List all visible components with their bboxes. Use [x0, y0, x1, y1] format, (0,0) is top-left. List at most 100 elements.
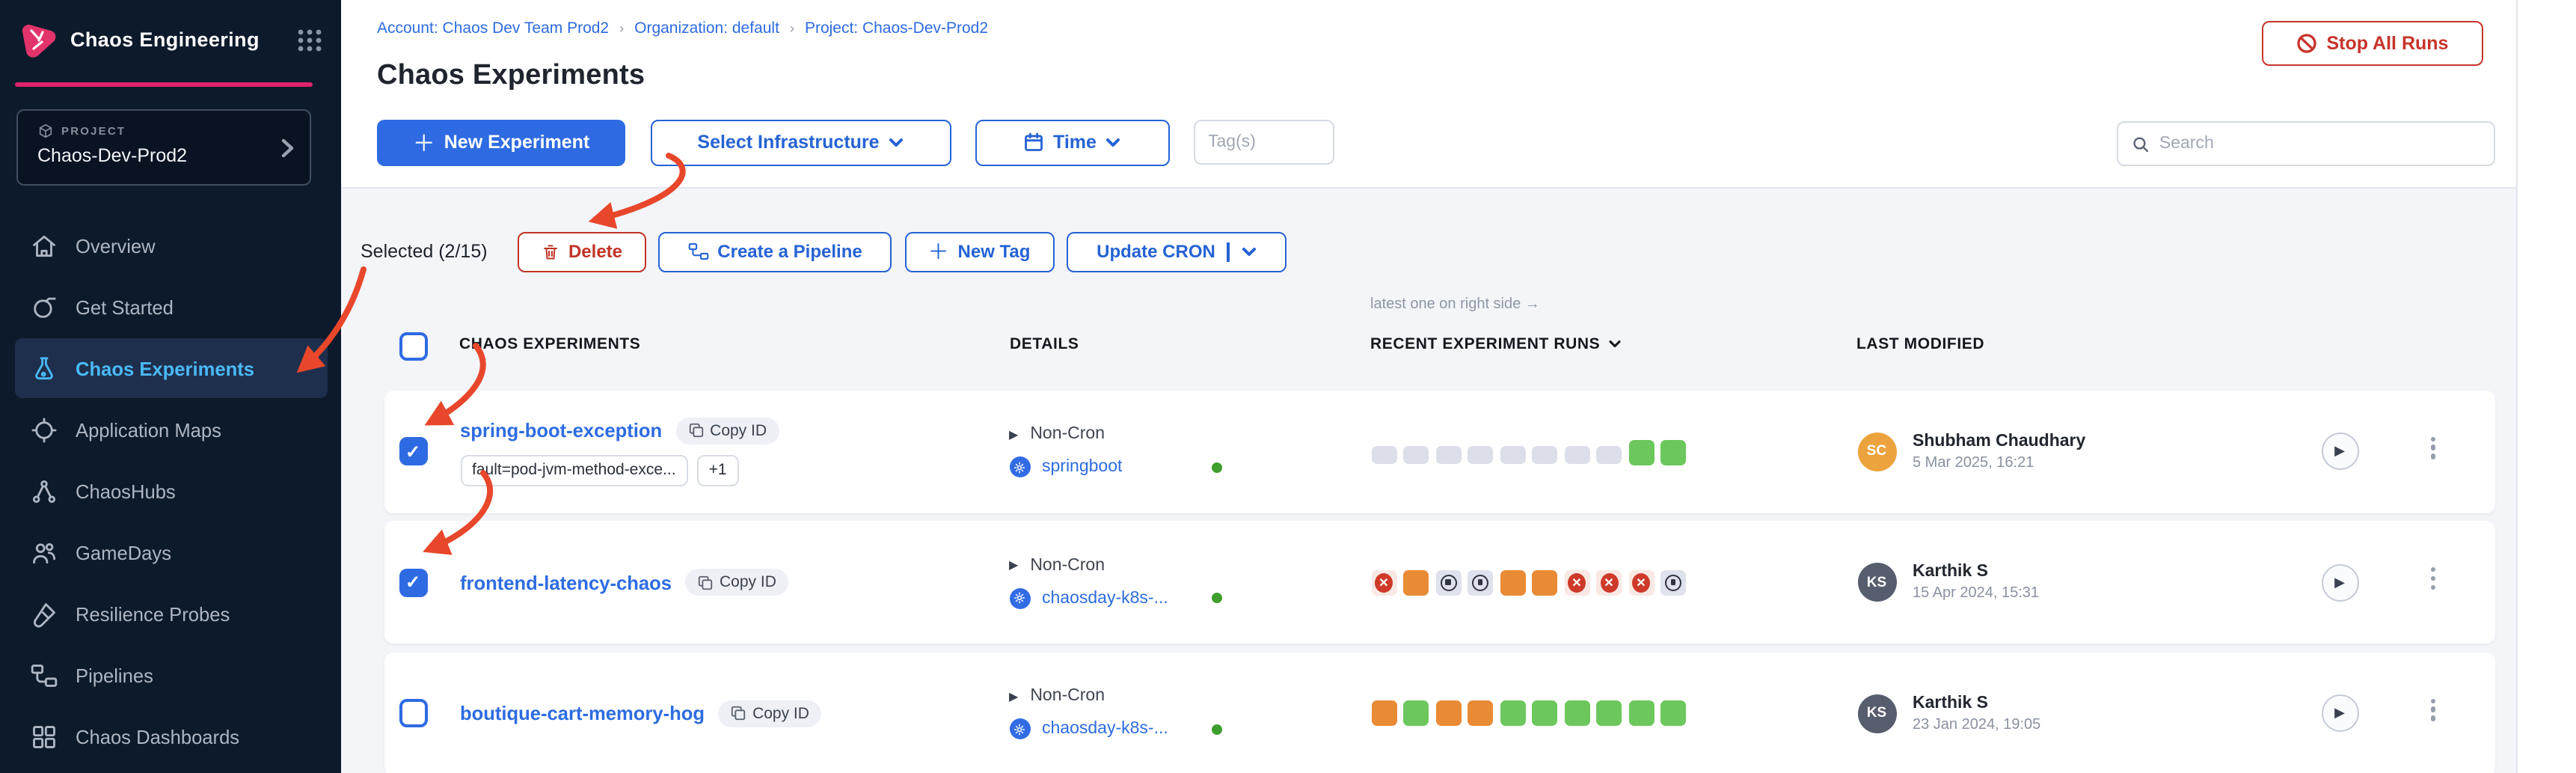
copy-icon	[688, 423, 703, 438]
run-tile-stopped[interactable]	[1660, 569, 1686, 595]
sidebar-item-icon	[29, 661, 58, 689]
sidebar-item-chaoshubs[interactable]: ChaosHubs	[14, 461, 327, 521]
run-tile-passed[interactable]	[1403, 700, 1429, 726]
run-tile-empty[interactable]	[1468, 446, 1493, 464]
row-menu-button[interactable]	[2426, 698, 2441, 721]
run-tile-empty[interactable]	[1435, 446, 1461, 464]
sidebar-item-icon	[29, 293, 58, 321]
sidebar-item-icon	[29, 599, 58, 628]
page-title: Chaos Experiments	[377, 60, 645, 91]
run-tile-empty[interactable]	[1564, 446, 1589, 464]
row-menu-button[interactable]	[2426, 436, 2441, 459]
run-tile-empty[interactable]	[1371, 446, 1396, 464]
sidebar-item-label: Application Maps	[76, 418, 221, 441]
project-selector[interactable]: PROJECT Chaos-Dev-Prod2	[16, 109, 311, 186]
run-tile-running[interactable]	[1435, 700, 1461, 726]
sidebar-item-label: GameDays	[76, 541, 172, 563]
sidebar-item-overview[interactable]: Overview	[14, 216, 327, 275]
run-tile-passed[interactable]	[1628, 700, 1654, 726]
sidebar-item-chaos-experiments[interactable]: Chaos Experiments	[14, 338, 327, 398]
run-tile-passed[interactable]	[1500, 700, 1525, 726]
sidebar-item-label: Resilience Probes	[76, 602, 230, 625]
recent-runs	[1371, 652, 1686, 773]
run-tile-running[interactable]	[1532, 569, 1557, 595]
run-tile-failed[interactable]: ✕	[1628, 569, 1654, 595]
sidebar-item-icon	[29, 538, 58, 566]
experiment-name-link[interactable]: frontend-latency-chaos	[460, 571, 672, 593]
sidebar-item-resilience-probes[interactable]: Resilience Probes	[14, 584, 327, 644]
run-tile-failed[interactable]: ✕	[1596, 569, 1622, 595]
update-cron-button[interactable]: Update CRON	[1067, 231, 1287, 272]
stop-all-runs-button[interactable]: Stop All Runs	[2262, 21, 2483, 66]
run-experiment-button[interactable]: ▶	[2321, 694, 2358, 732]
sidebar-item-gamedays[interactable]: GameDays	[14, 522, 327, 582]
run-tile-running[interactable]	[1500, 569, 1525, 595]
run-experiment-button[interactable]: ▶	[2321, 563, 2358, 601]
modified-date: 23 Jan 2024, 19:05	[1913, 716, 2041, 733]
column-header-runs[interactable]: RECENT EXPERIMENT RUNS	[1370, 335, 1621, 353]
sidebar-item-application-maps[interactable]: Application Maps	[14, 400, 327, 459]
sidebar-item-label: Get Started	[76, 296, 174, 318]
tag-chip[interactable]: +1	[696, 454, 739, 486]
run-tile-passed[interactable]	[1532, 700, 1557, 726]
sidebar-item-chaos-dashboards[interactable]: Chaos Dashboards	[14, 706, 327, 766]
run-tile-empty[interactable]	[1532, 446, 1557, 464]
run-tile-passed[interactable]	[1628, 439, 1654, 465]
delete-button[interactable]: Delete	[518, 231, 646, 272]
infrastructure-link[interactable]: chaosday-k8s-...	[1042, 589, 1168, 607]
sidebar-item-icon	[29, 231, 58, 260]
search-input[interactable]	[2159, 135, 2480, 153]
sidebar-item-get-started[interactable]: Get Started	[14, 277, 327, 337]
new-experiment-button[interactable]: ＋ New Experiment	[377, 119, 625, 165]
select-all-checkbox[interactable]: ✓	[399, 332, 427, 361]
run-tile-passed[interactable]	[1596, 700, 1622, 726]
avatar: SC	[1857, 432, 1896, 471]
infrastructure-link[interactable]: chaosday-k8s-...	[1042, 720, 1168, 738]
modified-by-name: Shubham Chaudhary	[1913, 432, 2086, 450]
run-tile-stopped[interactable]	[1435, 569, 1461, 595]
run-tile-passed[interactable]	[1660, 439, 1686, 465]
module-grid-icon[interactable]	[296, 28, 323, 52]
run-tile-running[interactable]	[1468, 700, 1493, 726]
sidebar-item-pipelines[interactable]: Pipelines	[14, 645, 327, 705]
run-tile-empty[interactable]	[1500, 446, 1525, 464]
experiment-name-link[interactable]: boutique-cart-memory-hog	[460, 702, 705, 724]
copy-id-button[interactable]: Copy ID	[675, 417, 779, 444]
experiment-row: ✓ boutique-cart-memory-hog Copy ID ▶ Non…	[384, 652, 2494, 773]
run-tile-failed[interactable]: ✕	[1371, 569, 1396, 595]
cron-type-label: Non-Cron	[1030, 556, 1105, 574]
run-tile-empty[interactable]	[1403, 446, 1429, 464]
copy-id-button[interactable]: Copy ID	[718, 700, 821, 727]
sidebar-item-label: ChaosHubs	[76, 480, 176, 502]
create-pipeline-button[interactable]: Create a Pipeline	[658, 231, 892, 272]
copy-id-button[interactable]: Copy ID	[685, 569, 788, 596]
breadcrumb-project[interactable]: Project: Chaos-Dev-Prod2	[804, 19, 989, 37]
row-checkbox[interactable]: ✓	[399, 699, 427, 727]
run-tile-empty[interactable]	[1596, 446, 1622, 464]
infrastructure-link[interactable]: springboot	[1042, 458, 1123, 476]
next-row-partial	[384, 768, 2494, 773]
new-tag-button[interactable]: ＋ New Tag	[904, 231, 1054, 272]
experiment-name-link[interactable]: spring-boot-exception	[460, 419, 663, 442]
run-tile-failed[interactable]: ✕	[1564, 569, 1589, 595]
row-checkbox[interactable]: ✓	[399, 568, 427, 596]
select-infrastructure-dropdown[interactable]: Select Infrastructure	[650, 119, 951, 165]
breadcrumb-separator: ›	[789, 21, 794, 36]
run-tile-stopped[interactable]	[1468, 569, 1493, 595]
infra-status-dot	[1211, 593, 1221, 603]
brand-divider	[15, 82, 313, 86]
run-tile-running[interactable]	[1371, 700, 1396, 726]
breadcrumb-org[interactable]: Organization: default	[634, 19, 779, 37]
run-tile-running[interactable]	[1403, 569, 1429, 595]
tag-chip[interactable]: fault=pod-jvm-method-exce...	[460, 454, 688, 486]
run-tile-passed[interactable]	[1660, 700, 1686, 726]
row-checkbox[interactable]: ✓	[399, 437, 427, 465]
breadcrumb-account[interactable]: Account: Chaos Dev Team Prod2	[377, 19, 610, 37]
main-content: Account: Chaos Dev Team Prod2 › Organiza…	[341, 0, 2518, 773]
chevron-down-icon	[1105, 138, 1120, 146]
run-experiment-button[interactable]: ▶	[2321, 433, 2358, 470]
time-filter-dropdown[interactable]: Time	[975, 119, 1169, 165]
tags-input[interactable]	[1208, 133, 1319, 151]
run-tile-passed[interactable]	[1564, 700, 1589, 726]
row-menu-button[interactable]	[2426, 567, 2441, 590]
